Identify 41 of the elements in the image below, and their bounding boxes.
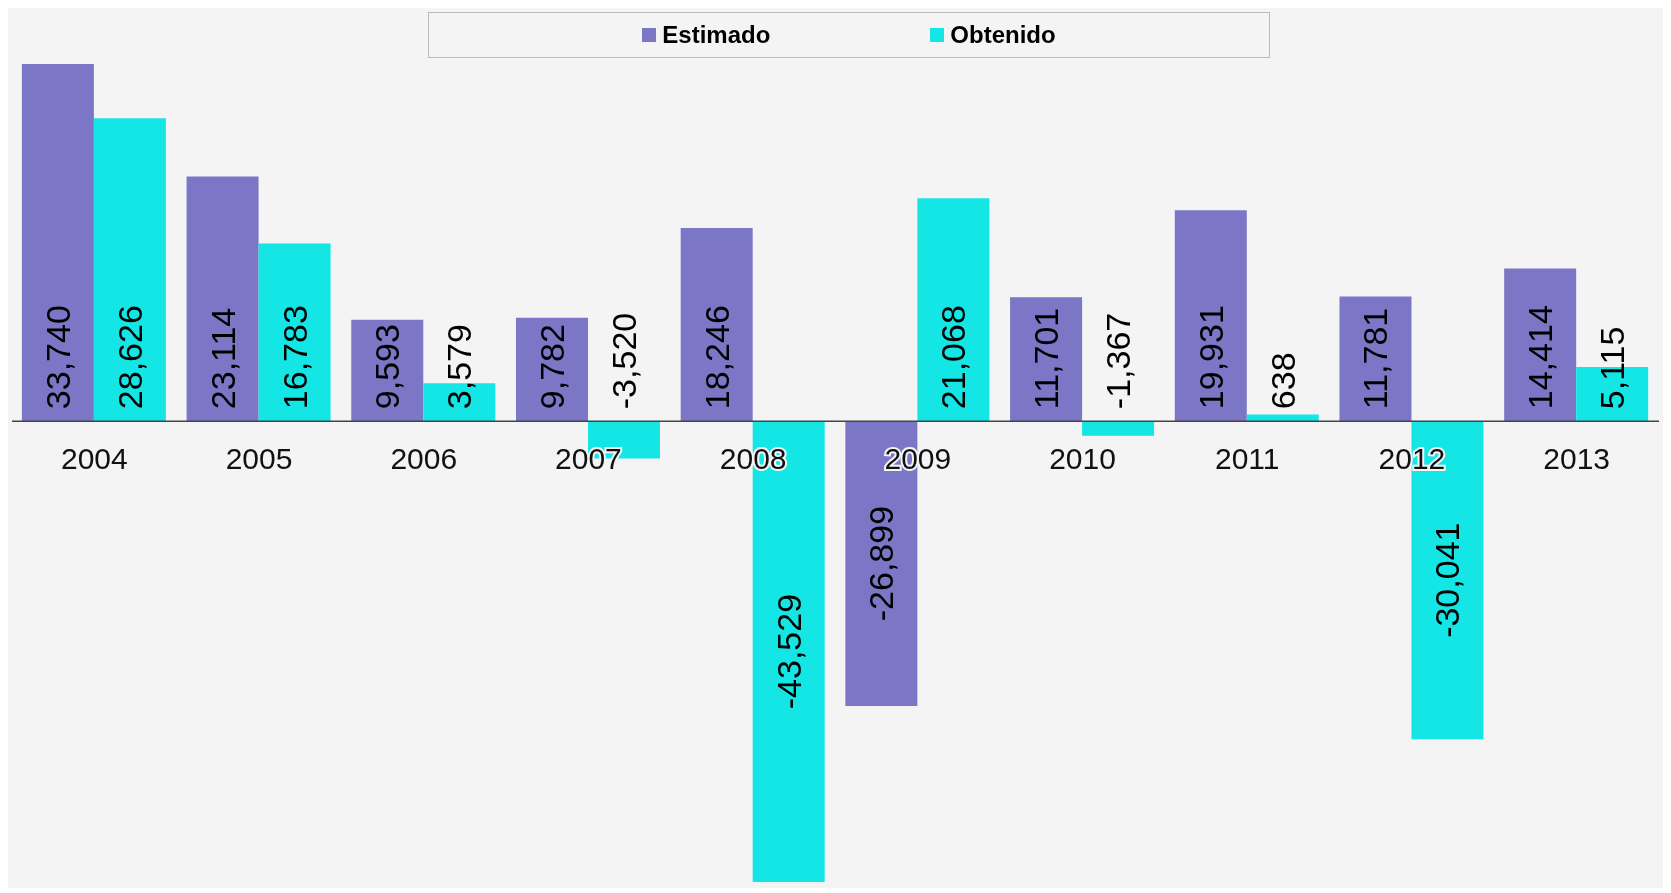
legend-label: Obtenido [949,21,1056,49]
bar [186,176,259,422]
data-label: 11,781 [1356,307,1395,410]
data-label: -30,041 [1428,522,1467,638]
x-tick-label: 2009 [884,442,952,476]
x-tick-label: 2010 [1049,442,1116,476]
x-tick-label: 2005 [225,442,293,476]
bar [258,243,331,422]
bar [1010,297,1083,422]
data-label: 3,579 [440,324,479,410]
x-tick-label: 2006 [390,442,458,476]
bar [1082,421,1155,436]
bar [93,118,166,422]
bar [1339,296,1412,422]
bar [1174,210,1247,422]
data-label: 638 [1263,352,1302,410]
data-label: 33,740 [38,305,77,410]
x-tick-label: 2011 [1214,442,1280,476]
bar [1504,268,1577,422]
data-label: -1,367 [1099,312,1138,410]
data-label: 9,593 [368,324,407,410]
data-label: 5,115 [1593,326,1632,410]
data-label: 18,246 [697,305,736,410]
x-tick-label: 2013 [1543,442,1611,476]
x-tick-label: 2007 [555,442,622,476]
bar [680,228,753,422]
data-label: -26,899 [862,505,901,622]
data-label: -43,529 [769,593,808,710]
data-label: 16,783 [275,305,314,410]
data-label: 11,701 [1027,307,1066,410]
data-label: 14,414 [1521,305,1560,410]
data-label: -3,520 [604,312,643,410]
bar [917,198,990,422]
x-tick-label: 2004 [60,442,128,476]
data-label: 28,626 [110,305,149,410]
data-label: 23,114 [203,307,242,410]
data-label: 9,782 [532,324,571,410]
data-label: 19,931 [1191,305,1230,410]
bar [21,64,94,422]
legend-label: Estimado [661,21,771,49]
data-label: 21,068 [934,305,973,410]
